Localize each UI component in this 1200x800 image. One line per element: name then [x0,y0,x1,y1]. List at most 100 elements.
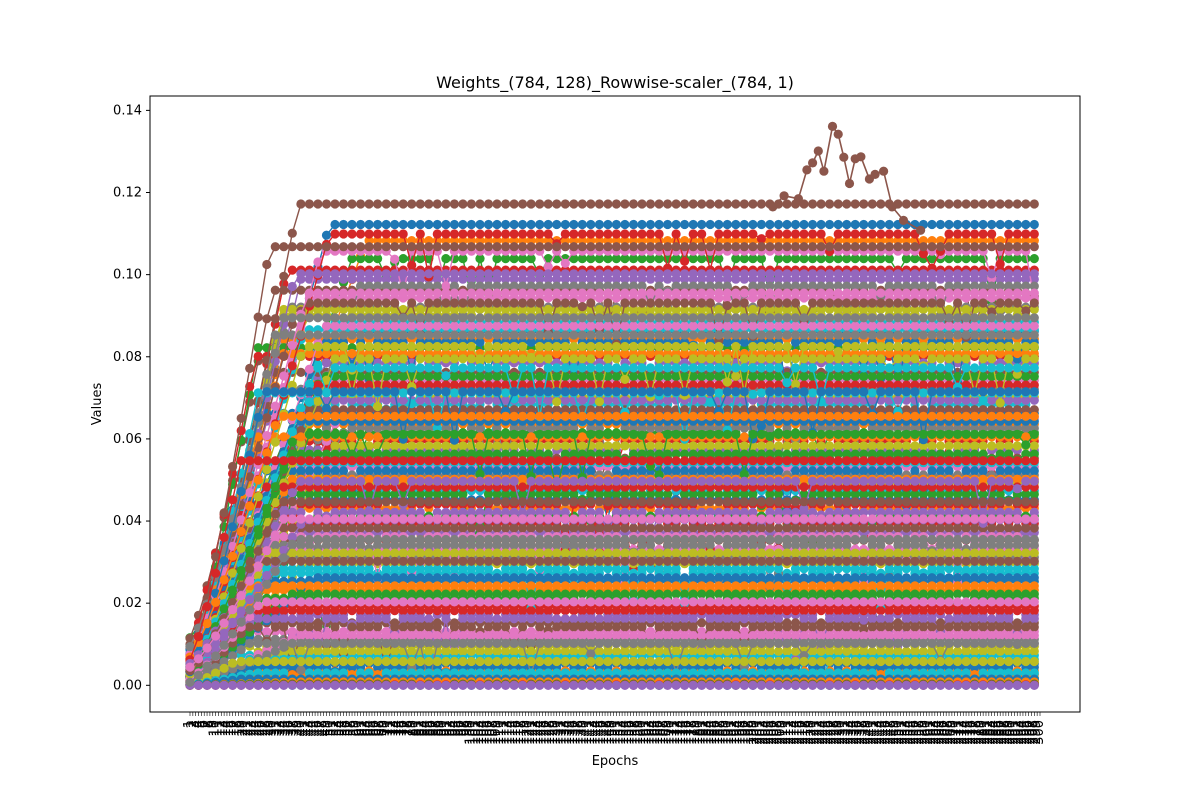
series-point [338,219,349,230]
series-point [603,219,613,230]
series-point [501,254,511,264]
series-point [722,219,732,230]
series-point [475,254,485,264]
series-point [1004,219,1014,230]
series-point [637,219,647,230]
series-point [390,219,400,230]
series-point [458,219,468,230]
series-point [628,219,639,230]
series-point [381,219,391,230]
series-point [287,265,297,275]
series-point [816,254,826,264]
series-point [492,254,502,264]
series-point [432,219,442,230]
series-point [449,219,459,230]
series-point [654,254,664,264]
series-point [270,285,280,295]
series-point [645,219,656,230]
series-point [398,254,408,264]
series-point [535,219,545,230]
series-point [663,219,673,230]
series-point [364,219,374,230]
series-point [953,219,963,230]
series-point [688,254,698,264]
series-point [577,219,587,230]
series-point [910,254,920,264]
series-point [867,254,877,264]
series-point [245,390,255,400]
series-point [509,219,519,230]
series-point [262,314,272,324]
series-point [697,618,707,628]
series-point [603,254,613,264]
series-point [594,219,605,230]
series-point [748,219,758,230]
series-point [466,219,476,230]
series-point [748,254,758,264]
series-point [356,219,366,230]
series-point [927,219,937,230]
series-point [483,219,494,230]
series-point [790,219,801,230]
series-point [739,254,749,264]
series-point [731,219,741,230]
series-point [705,219,715,230]
series-point [773,254,784,264]
series-point [364,254,374,264]
series-point [782,254,792,264]
series-point [1012,254,1022,264]
series-point [850,219,860,230]
series-point [953,254,963,264]
series-point [645,254,656,264]
series-point [441,254,451,264]
series-point [628,254,639,264]
series-point [492,219,502,230]
series-point [970,254,980,264]
series-point [995,219,1005,230]
series-point [501,219,511,230]
series-point [978,219,988,230]
series-point [441,219,451,230]
series-point [799,254,809,264]
series-point [509,254,519,264]
series-point [714,254,724,264]
series-point [611,254,622,264]
series-point [330,219,340,230]
series-point [765,219,775,230]
series-point [731,254,741,264]
series-point [756,219,767,230]
series-point [944,254,954,264]
series-point [398,219,408,230]
series-point [594,254,605,264]
series-point [739,219,749,230]
series-point [850,254,860,264]
series-point [970,219,980,230]
series-point [697,219,707,230]
series-point [560,219,570,230]
series-point [415,254,425,264]
series-point [356,254,366,264]
series-point [808,219,818,230]
series-point [526,254,536,264]
series-point [321,230,332,240]
series-point [790,254,801,264]
series-point [782,219,792,230]
series-point [586,254,596,264]
series-point [773,219,784,230]
series-point [1012,219,1022,230]
series-point [253,343,263,353]
series-point [637,254,647,264]
series-point [884,254,894,264]
series-point [825,254,835,264]
series-point [680,219,690,230]
series-point [876,219,886,230]
series-point [1029,254,1039,264]
series-point [552,219,562,230]
series-point [569,254,579,264]
series-point [944,219,954,230]
series-point [475,219,485,230]
series-point [518,254,528,264]
series-point [671,254,681,264]
series-point [910,219,920,230]
series-point [671,219,681,230]
